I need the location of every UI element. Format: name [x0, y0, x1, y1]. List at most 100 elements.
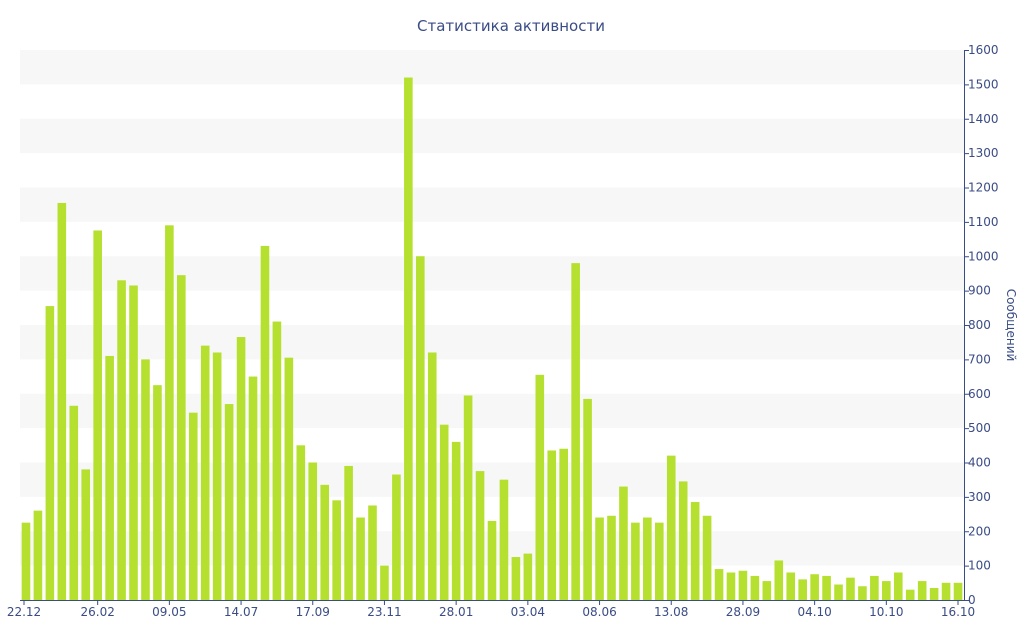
bar[interactable]	[917, 581, 927, 600]
bar[interactable]	[81, 469, 91, 601]
bar[interactable]	[463, 395, 473, 600]
chart-title: Статистика активности	[417, 17, 605, 35]
bar[interactable]	[858, 586, 867, 600]
grid-band	[20, 325, 964, 360]
bar[interactable]	[654, 522, 664, 600]
bar[interactable]	[798, 579, 807, 601]
bar[interactable]	[786, 572, 796, 601]
bar[interactable]	[260, 245, 270, 600]
bar[interactable]	[929, 587, 939, 600]
bar[interactable]	[487, 520, 497, 600]
bar[interactable]	[57, 202, 67, 600]
y-tick-label: 100	[968, 559, 991, 573]
y-tick-label: 600	[968, 387, 991, 401]
bar[interactable]	[953, 582, 963, 600]
y-tick-label: 1400	[968, 112, 999, 126]
bar[interactable]	[810, 574, 819, 600]
bar[interactable]	[93, 230, 102, 600]
y-tick-label: 900	[968, 284, 991, 298]
x-tick-label: 23.11	[367, 605, 401, 619]
bar[interactable]	[499, 479, 509, 600]
y-tick-label: 1300	[968, 146, 999, 160]
y-tick-label: 700	[968, 352, 991, 366]
bar[interactable]	[117, 280, 126, 600]
bar[interactable]	[141, 359, 150, 601]
bar[interactable]	[870, 575, 879, 600]
bar[interactable]	[45, 306, 55, 600]
bar[interactable]	[678, 481, 688, 600]
bar[interactable]	[547, 450, 557, 600]
bar[interactable]	[404, 77, 413, 601]
bar[interactable]	[774, 560, 784, 600]
bar[interactable]	[296, 445, 306, 600]
bar[interactable]	[153, 385, 162, 600]
bar[interactable]	[822, 575, 831, 600]
y-tick-label: 300	[968, 490, 991, 504]
y-tick-label: 1500	[968, 77, 999, 91]
bar[interactable]	[165, 225, 174, 600]
bar[interactable]	[690, 502, 700, 600]
bar[interactable]	[631, 522, 640, 600]
x-tick-label: 26.02	[80, 605, 114, 619]
x-axis: 22.12 26.02 09.05 14.07 17.09 23.11 28.01 03.04…	[7, 600, 975, 619]
bar[interactable]	[308, 462, 318, 601]
bar[interactable]	[368, 505, 377, 600]
x-tick-label: 22.12	[7, 605, 41, 619]
bar[interactable]	[177, 275, 186, 600]
bar[interactable]	[200, 345, 210, 601]
bar[interactable]	[212, 352, 222, 601]
y-tick-label: 400	[968, 456, 991, 470]
bar[interactable]	[666, 455, 676, 601]
bar[interactable]	[523, 553, 533, 600]
bar[interactable]	[595, 517, 604, 601]
bar[interactable]	[332, 500, 341, 600]
bar[interactable]	[941, 582, 951, 600]
bar[interactable]	[905, 589, 915, 600]
bar[interactable]	[392, 474, 401, 600]
y-tick-label: 1100	[968, 215, 999, 229]
bar[interactable]	[714, 569, 724, 600]
x-tick-label: 08.06	[582, 605, 616, 619]
bar[interactable]	[882, 581, 891, 600]
bar[interactable]	[416, 256, 425, 600]
bar[interactable]	[511, 557, 521, 600]
x-tick-label: 14.07	[224, 605, 258, 619]
bar[interactable]	[451, 441, 461, 601]
bar[interactable]	[619, 486, 628, 600]
bar[interactable]	[344, 465, 353, 600]
bar[interactable]	[762, 581, 772, 600]
bar[interactable]	[738, 570, 748, 600]
bar[interactable]	[559, 448, 568, 600]
bar[interactable]	[272, 321, 282, 600]
bar[interactable]	[69, 405, 79, 600]
bar[interactable]	[427, 352, 437, 601]
bar[interactable]	[846, 577, 855, 600]
bar[interactable]	[439, 424, 449, 600]
bar[interactable]	[535, 374, 545, 600]
bar[interactable]	[571, 263, 580, 601]
bar[interactable]	[380, 565, 389, 601]
bar[interactable]	[750, 575, 760, 600]
bar[interactable]	[726, 572, 736, 601]
bar[interactable]	[702, 515, 712, 600]
bar[interactable]	[583, 398, 592, 600]
bar[interactable]	[607, 515, 616, 600]
bar[interactable]	[893, 572, 903, 601]
bar[interactable]	[224, 404, 234, 600]
bar[interactable]	[33, 510, 43, 601]
bar[interactable]	[129, 285, 138, 600]
bar[interactable]	[236, 337, 246, 600]
y-tick-label: 800	[968, 318, 991, 332]
bar[interactable]	[475, 471, 485, 600]
bar[interactable]	[248, 376, 258, 600]
bar[interactable]	[643, 517, 652, 601]
bar[interactable]	[834, 584, 843, 600]
bar[interactable]	[356, 517, 365, 601]
bar[interactable]	[284, 357, 294, 600]
bar[interactable]	[320, 484, 330, 600]
bar[interactable]	[105, 355, 114, 600]
x-tick-label: 10.10	[869, 605, 903, 619]
bar[interactable]	[21, 522, 31, 600]
bar[interactable]	[188, 412, 198, 600]
